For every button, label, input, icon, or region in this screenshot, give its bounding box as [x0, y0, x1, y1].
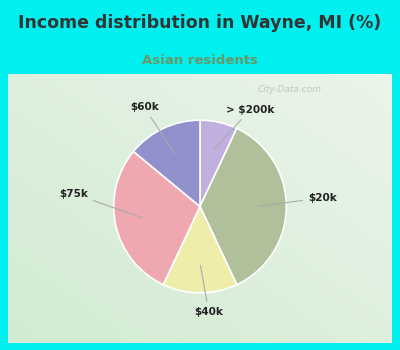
Text: $75k: $75k [59, 189, 143, 218]
Text: $20k: $20k [259, 193, 337, 206]
Wedge shape [134, 120, 200, 206]
Text: $60k: $60k [130, 102, 174, 153]
Text: Asian residents: Asian residents [142, 54, 258, 66]
Wedge shape [163, 206, 237, 293]
Wedge shape [200, 120, 237, 206]
Text: $40k: $40k [194, 265, 223, 317]
Wedge shape [200, 128, 286, 285]
Text: > $200k: > $200k [214, 105, 274, 150]
Wedge shape [114, 152, 200, 285]
Text: Income distribution in Wayne, MI (%): Income distribution in Wayne, MI (%) [18, 14, 382, 32]
Text: City-Data.com: City-Data.com [258, 85, 322, 94]
